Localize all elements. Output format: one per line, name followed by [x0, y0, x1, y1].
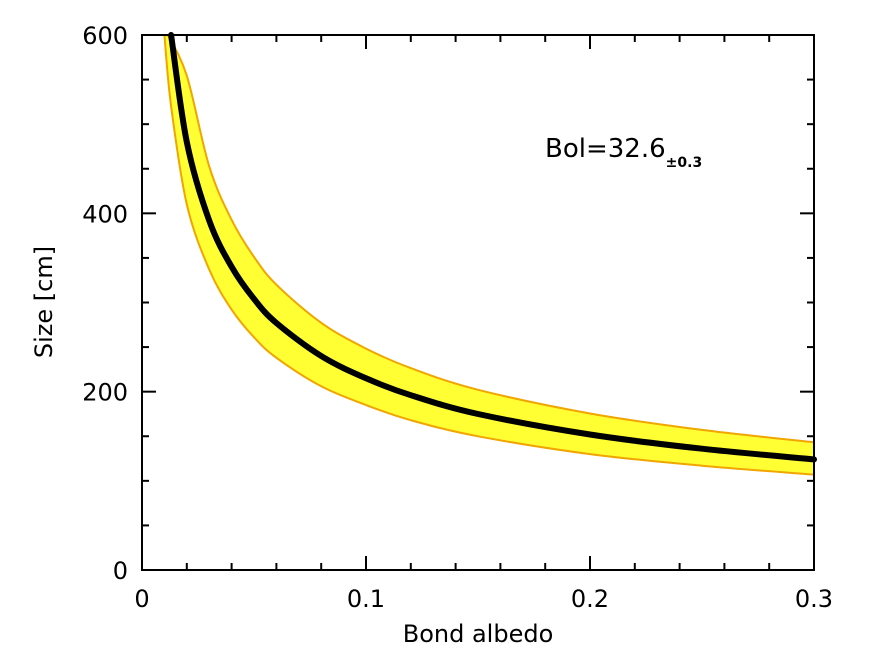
- y-tick-label: 0: [113, 557, 128, 585]
- annotation-sub: ±0.3: [666, 155, 703, 171]
- uncertainty-band: [163, 34, 815, 476]
- central-curve: [168, 32, 817, 463]
- band-upper-edge: [166, 34, 815, 444]
- x-axis-title: Bond albedo: [403, 620, 554, 648]
- x-tick-label: 0: [134, 585, 149, 613]
- x-tick-label: 0.3: [795, 585, 833, 613]
- annotation-main: Bol=32.6: [545, 134, 666, 164]
- y-axis-title: Size [cm]: [30, 246, 58, 358]
- y-tick-label: 400: [82, 200, 128, 228]
- band-fill: [164, 35, 814, 475]
- y-tick-label: 200: [82, 379, 128, 407]
- annotation: Bol=32.6±0.3: [545, 134, 702, 171]
- y-tick-labels: 0 200 400 600: [82, 22, 128, 585]
- tick-marks: [141, 34, 815, 571]
- x-tick-label: 0.1: [347, 585, 385, 613]
- band-lower-edge: [163, 34, 815, 476]
- x-tick-label: 0.2: [571, 585, 609, 613]
- y-tick-label: 600: [82, 22, 128, 50]
- x-tick-labels: 0 0.1 0.2 0.3: [134, 585, 833, 613]
